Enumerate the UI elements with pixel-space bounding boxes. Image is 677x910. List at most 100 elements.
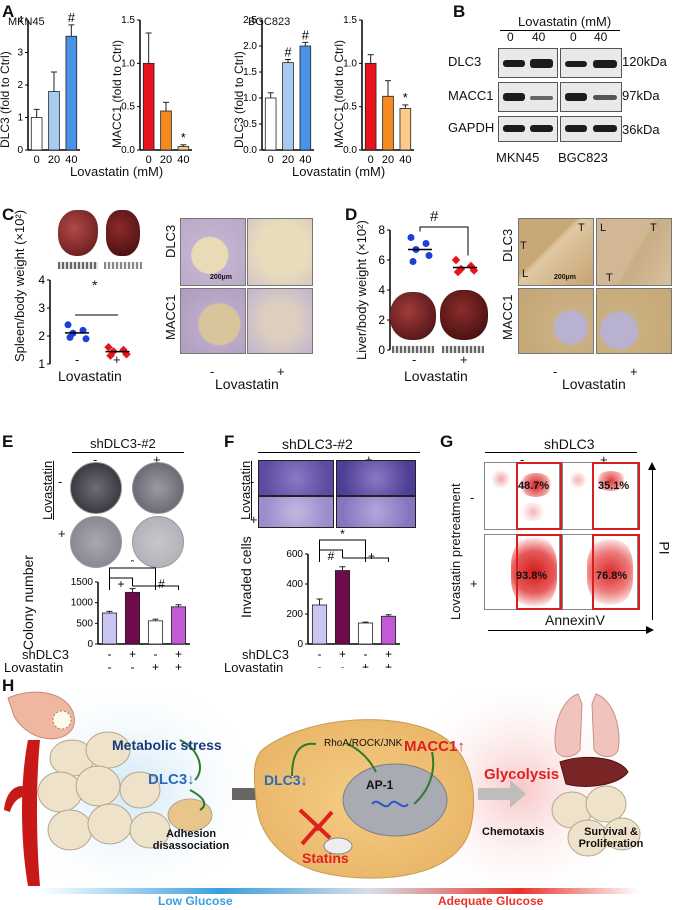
spleen-image-control: [58, 210, 98, 256]
liver-image-control: [390, 292, 436, 340]
bar: [30, 117, 43, 151]
y-tick-label: 500: [76, 618, 93, 629]
panel-e-col-plus: +: [153, 452, 161, 467]
blot-gapdh-bgc823: [560, 116, 622, 142]
dlc3-down-label: DLC3↓: [148, 771, 195, 788]
liver-sign-minus: -: [412, 352, 417, 367]
ihc-d-region-label: T: [650, 222, 657, 234]
activation-arrow: [291, 742, 317, 777]
y-tick-label: 3: [17, 48, 23, 59]
x-tick-label: 20: [282, 154, 294, 166]
y-tick-label: 3: [38, 301, 45, 315]
significance-mark: #: [328, 549, 335, 563]
lung-lobe: [554, 693, 583, 758]
nucleus: [342, 763, 448, 837]
data-point: [422, 240, 430, 247]
blood-vessel: [4, 786, 32, 812]
x-tick-label: 20: [382, 154, 394, 166]
panel-e-row-shdlc3: shDLC3: [22, 647, 69, 662]
y-tick-label: 1.5: [121, 15, 135, 26]
x-row-sign: +: [385, 647, 392, 661]
significance-mark: *: [181, 130, 186, 145]
bar: [357, 622, 374, 645]
flow-dots: [587, 539, 633, 605]
panel-g-title: shDLC3: [544, 436, 595, 452]
activation-arrow: [413, 751, 435, 805]
annexin-arrow: [488, 630, 648, 631]
activation-arrow: [347, 743, 377, 773]
bar: [282, 62, 294, 151]
significance-bracket: [419, 226, 469, 256]
y-tick-label: 1.0: [343, 58, 357, 69]
panel-e-row-label: Lovastatin: [40, 460, 55, 520]
spleen-significance: *: [92, 277, 98, 293]
x-tick-label: 20: [160, 154, 172, 166]
liver-illustration: [559, 756, 629, 787]
panel-g-title-line: [485, 452, 637, 453]
panel-a-macc1-ylabel-1: MACC1 (fold to Ctrl): [110, 39, 124, 148]
panel-f-row-minus: -: [250, 474, 255, 489]
panel-a-xlabel-2: Lovastatin (mM): [292, 164, 386, 179]
sweat-arrow: [179, 739, 201, 781]
panel-g-ylabel: PI: [656, 541, 673, 555]
y-tick-label: 1: [38, 357, 45, 371]
x-tick-label: 0: [146, 154, 152, 166]
lungs-illustration: [554, 693, 620, 758]
significance-bracket: [109, 567, 156, 590]
blot-protein-gapdh: GAPDH: [448, 120, 495, 135]
significance-mark: +: [368, 549, 375, 563]
panel-e-row-plus: +: [58, 526, 66, 541]
low-glucose-label: Low Glucose: [158, 894, 233, 908]
survival-label: Survival & Proliferation: [578, 826, 644, 850]
x-row-sign: +: [175, 647, 182, 661]
panel-f-title-line: [258, 452, 420, 453]
flow-dots: [519, 473, 553, 497]
x-tick-label: 40: [177, 154, 189, 166]
ihc-c-xlabel: Lovastatin: [215, 376, 279, 392]
y-tick-label: 1500: [71, 577, 94, 588]
x-row-sign: +: [339, 647, 346, 661]
significance-mark: *: [340, 528, 345, 541]
apoptosis-percent: 93.8%: [516, 570, 548, 582]
ihc-d-region-label: T: [520, 240, 527, 252]
flow-dots: [569, 471, 587, 489]
bar: [124, 591, 141, 645]
chemotaxis-label: Chemotaxis: [482, 826, 545, 838]
y-tick-label: 2: [38, 329, 45, 343]
blot-title-line: [500, 30, 620, 31]
ihc-d-macc1-lovastatin: [596, 288, 672, 354]
significance-mark: *: [130, 560, 135, 569]
x-tick-label: 40: [65, 154, 77, 166]
colony-dish: [70, 462, 122, 514]
dna-helix: [371, 800, 409, 808]
spleen-xlabel: Lovastatin: [58, 368, 122, 384]
transwell-image: [336, 496, 416, 528]
cell-shape: [75, 765, 121, 807]
data-point: [82, 335, 90, 343]
bar: [334, 570, 351, 645]
y-tick-label: 1000: [71, 598, 94, 609]
blot-band: [565, 93, 587, 101]
panel-d-scatter: 0 2 4 6 8: [378, 223, 479, 357]
y-tick-label: 2.5: [243, 15, 257, 26]
liver-xlabel: Lovastatin: [404, 368, 468, 384]
panel-c-scatter: 1 2 3 4: [38, 273, 131, 371]
data-point: [104, 342, 113, 352]
pi-arrow-head: [648, 462, 656, 470]
cell-shape: [603, 817, 641, 851]
ihc-d-sign-minus: -: [553, 364, 558, 379]
bar: [147, 620, 164, 645]
adhesion-label: Adhesion disassociation: [152, 828, 230, 852]
bar: [177, 146, 190, 151]
panel-g-row-plus: +: [470, 576, 478, 591]
significance-bracket: [319, 549, 343, 562]
blot-title: Lovastatin (mM): [518, 14, 612, 29]
y-tick-label: 0.0: [243, 145, 257, 156]
panel-g-xlabel: AnnexinV: [545, 612, 605, 628]
blot-band: [593, 95, 617, 100]
spleen-image-lovastatin: [106, 210, 140, 256]
significance-bracket: [319, 539, 366, 562]
down-arrow-icon: ↓: [187, 771, 195, 788]
